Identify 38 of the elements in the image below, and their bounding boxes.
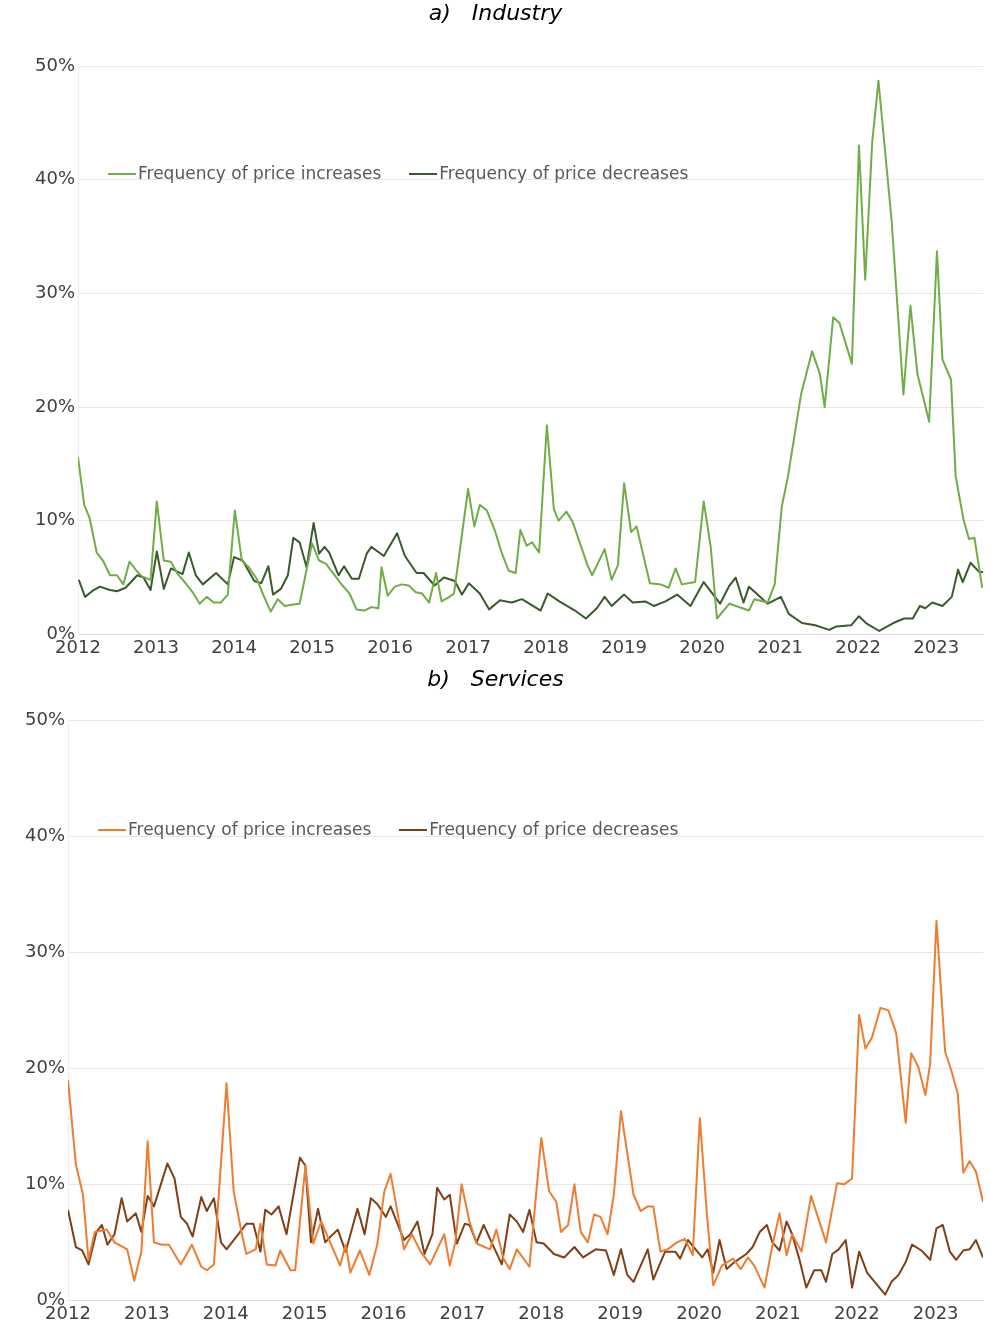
y-tick-label: 10% (24, 1171, 65, 1193)
x-tick-label: 2017 (439, 1301, 486, 1323)
legend-label: Frequency of price decreases (429, 818, 679, 839)
chart-title: b) Services (426, 666, 565, 692)
x-tick-label: 2014 (211, 635, 257, 657)
x-tick-label: 2023 (913, 635, 960, 657)
x-tick-label: 2018 (523, 635, 570, 657)
y-tick-label: 30% (24, 939, 65, 961)
legend-label: Frequency of price decreases (439, 162, 689, 183)
x-tick-label: 2017 (445, 635, 491, 657)
x-tick-label: 2015 (289, 635, 335, 657)
x-tick-label: 2016 (367, 635, 413, 657)
y-tick-label: 30% (34, 281, 75, 303)
x-tick-label: 2020 (676, 1301, 722, 1323)
x-tick-label: 2013 (133, 635, 179, 657)
x-tick-label: 2023 (912, 1301, 959, 1323)
y-tick-label: 40% (34, 167, 75, 189)
x-tick-label: 2013 (123, 1301, 170, 1323)
y-tick-label: 10% (34, 508, 75, 530)
x-tick-label: 2022 (833, 1301, 880, 1323)
x-tick-label: 2019 (601, 635, 648, 657)
x-tick-label: 2019 (597, 1301, 644, 1323)
y-tick-label: 50% (34, 53, 75, 75)
x-tick-label: 2022 (835, 635, 882, 657)
y-tick-label: 20% (24, 1055, 65, 1077)
y-tick-label: 40% (24, 823, 65, 845)
legend-label: Frequency of price increases (138, 162, 382, 183)
x-tick-label: 2021 (755, 1301, 801, 1323)
x-tick-label: 2016 (360, 1301, 407, 1323)
x-tick-label: 2020 (679, 635, 726, 657)
x-tick-label: 2014 (202, 1301, 249, 1323)
y-tick-label: 20% (34, 394, 75, 416)
x-tick-label: 2018 (518, 1301, 565, 1323)
chart-title: a) Industry (427, 0, 564, 26)
x-tick-label: 2021 (757, 635, 804, 657)
y-tick-label: 50% (24, 707, 65, 729)
x-tick-label: 2015 (281, 1301, 328, 1323)
legend-label: Frequency of price increases (128, 818, 372, 839)
